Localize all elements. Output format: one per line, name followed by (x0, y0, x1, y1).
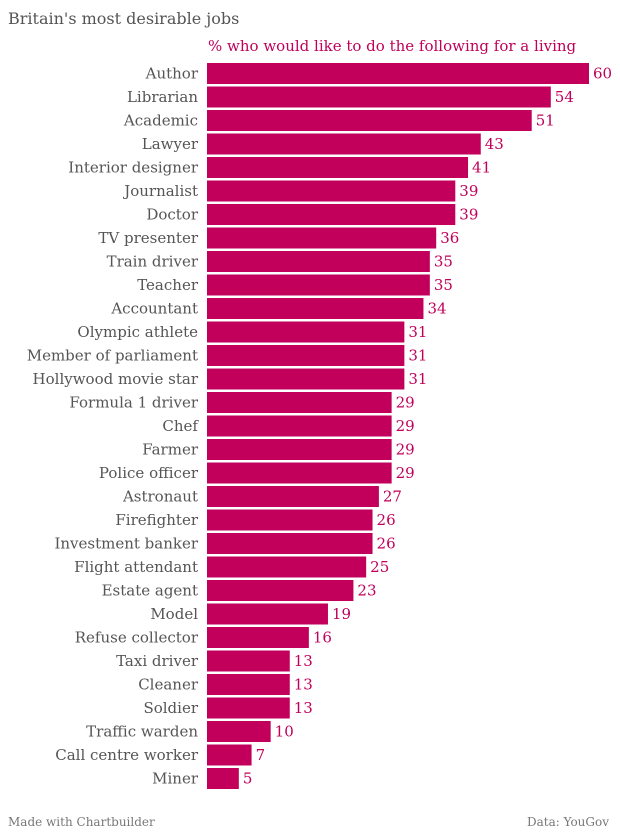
category-label: Firefighter (115, 511, 198, 529)
category-label: Call centre worker (55, 746, 199, 764)
value-label: 13 (294, 652, 313, 670)
value-label: 13 (294, 699, 313, 717)
bar-journalist (207, 180, 456, 202)
value-label: 34 (427, 300, 446, 318)
category-label: Train driver (107, 253, 199, 271)
category-label: Model (150, 605, 198, 623)
bar-estate-agent (207, 580, 354, 601)
bar-accountant (207, 298, 424, 319)
value-label: 10 (275, 723, 294, 741)
category-label: Investment banker (54, 535, 198, 553)
bar-librarian (207, 86, 551, 108)
value-label: 35 (434, 253, 453, 271)
bar-miner (207, 768, 239, 789)
bar-chef (207, 415, 392, 437)
value-label: 26 (377, 511, 396, 529)
bar-investment-banker (207, 533, 373, 554)
bar-soldier (207, 697, 290, 719)
category-label: Journalist (122, 182, 198, 200)
value-label: 54 (555, 88, 574, 106)
bar-teacher (207, 274, 430, 296)
bar-farmer (207, 439, 392, 460)
value-label: 29 (396, 417, 415, 435)
bar-cleaner (207, 674, 290, 695)
category-label: Astronaut (122, 488, 198, 506)
category-label: Hollywood movie star (33, 370, 199, 388)
value-label: 31 (408, 347, 427, 365)
bar-author (207, 63, 589, 84)
value-label: 39 (459, 182, 478, 200)
value-label: 13 (294, 676, 313, 694)
category-label: Chef (162, 417, 199, 435)
value-label: 36 (440, 229, 459, 247)
bar-olympic-athlete (207, 321, 405, 343)
bar-academic (207, 110, 532, 131)
bar-hollywood-movie-star (207, 368, 405, 390)
bar-formula-1-driver (207, 392, 392, 413)
footer-credit: Made with Chartbuilder (8, 815, 155, 829)
value-label: 39 (459, 206, 478, 224)
bar-train-driver (207, 251, 430, 272)
bar-model (207, 603, 328, 625)
value-label: 29 (396, 441, 415, 459)
chart-subtitle: % who would like to do the following for… (208, 37, 577, 55)
category-label: TV presenter (98, 229, 198, 247)
category-label: Formula 1 driver (69, 394, 198, 412)
category-label: Estate agent (102, 582, 198, 600)
bar-firefighter (207, 509, 373, 531)
category-label: Farmer (142, 441, 199, 459)
bar-doctor (207, 204, 456, 225)
category-label: Academic (123, 112, 198, 130)
value-label: 31 (408, 370, 427, 388)
bar-call-centre-worker (207, 744, 252, 766)
value-label: 5 (243, 770, 253, 788)
category-label: Author (145, 65, 199, 83)
value-label: 25 (370, 558, 389, 576)
category-label: Taxi driver (116, 652, 199, 670)
bar-interior-designer (207, 157, 469, 178)
category-label: Member of parliament (27, 347, 198, 365)
bar-police-officer (207, 462, 392, 484)
value-label: 51 (536, 112, 555, 130)
chart-title: Britain's most desirable jobs (8, 9, 240, 28)
value-label: 29 (396, 464, 415, 482)
value-label: 23 (357, 582, 376, 600)
category-label: Soldier (143, 699, 198, 717)
category-label: Refuse collector (75, 629, 199, 647)
category-label: Traffic warden (86, 723, 198, 741)
category-label: Cleaner (138, 676, 199, 694)
category-label: Police officer (99, 464, 199, 482)
category-label: Olympic athlete (77, 323, 198, 341)
bar-taxi-driver (207, 650, 290, 672)
category-label: Teacher (137, 276, 199, 294)
value-label: 27 (383, 488, 402, 506)
value-label: 31 (408, 323, 427, 341)
category-label: Librarian (127, 88, 198, 106)
category-label: Lawyer (142, 135, 199, 153)
value-label: 7 (256, 746, 266, 764)
value-label: 43 (485, 135, 504, 153)
bar-refuse-collector (207, 627, 309, 648)
value-label: 26 (377, 535, 396, 553)
category-label: Accountant (110, 300, 198, 318)
category-label: Miner (152, 770, 199, 788)
bar-lawyer (207, 133, 481, 155)
value-label: 16 (313, 629, 332, 647)
category-label: Doctor (146, 206, 199, 224)
bar-astronaut (207, 486, 379, 507)
category-label: Flight attendant (74, 558, 198, 576)
bar-member-of-parliament (207, 345, 405, 366)
value-label: 35 (434, 276, 453, 294)
bar-flight-attendant (207, 556, 367, 578)
value-label: 19 (332, 605, 351, 623)
footer-source: Data: YouGov (526, 815, 609, 829)
value-label: 41 (472, 159, 491, 177)
bar-tv-presenter (207, 227, 437, 249)
bar-traffic-warden (207, 721, 271, 742)
value-label: 60 (593, 65, 612, 83)
value-label: 29 (396, 394, 415, 412)
category-label: Interior designer (68, 159, 199, 177)
